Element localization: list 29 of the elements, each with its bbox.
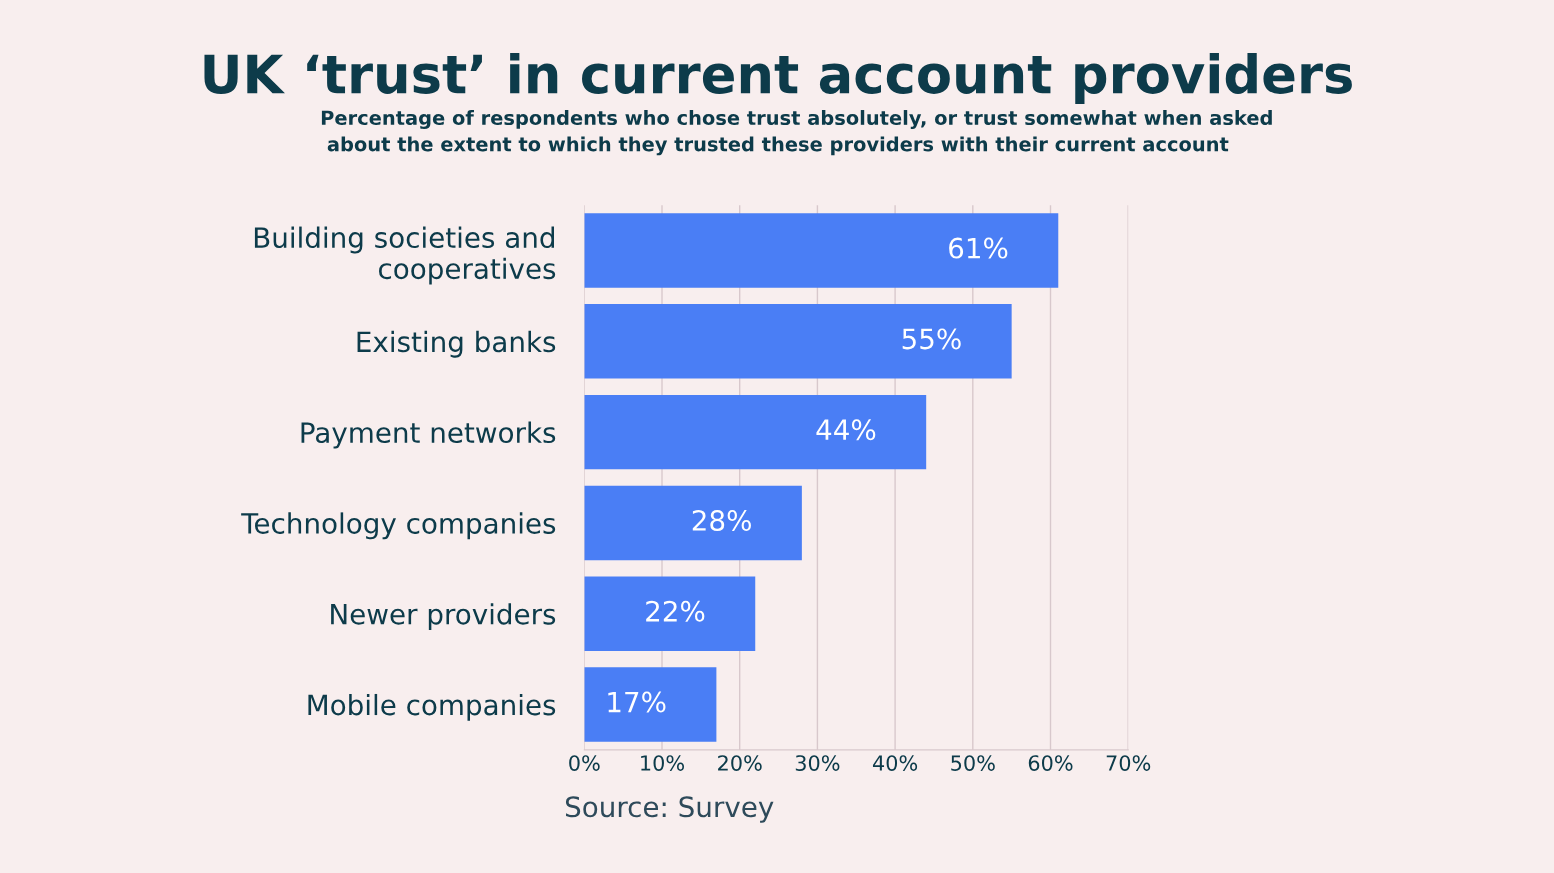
x-tick-label: 0% <box>569 755 600 771</box>
x-tick-label: 20% <box>718 755 762 771</box>
x-tick-label: 60% <box>1028 755 1073 771</box>
x-tick-label: 50% <box>951 755 995 771</box>
y-tick-label: Building societies and cooperatives <box>254 226 556 285</box>
y-tick-label: Newer providers <box>331 603 556 631</box>
data-label: 28% <box>692 509 751 531</box>
bar <box>584 213 1059 288</box>
data-label: 44% <box>816 419 876 441</box>
x-tick-label: 40% <box>872 755 918 771</box>
bar <box>584 394 927 470</box>
y-tick-label: Payment networks <box>301 421 556 449</box>
chart-subtitle: Percentage of respondents who chose trust absolutely, or trust somewhat when asked about the extent to which they trusted these providers with their current account <box>321 110 1272 156</box>
source-note: Source: Survey <box>565 796 774 823</box>
data-label: 22% <box>646 600 705 622</box>
x-tick-label: 30% <box>795 755 840 771</box>
bar <box>584 304 1012 379</box>
x-tick-label: 10% <box>641 755 685 771</box>
y-tick-label: Existing banks <box>357 330 556 358</box>
data-label: 55% <box>902 328 961 350</box>
x-tick-label: 70% <box>1106 755 1151 771</box>
bar <box>584 576 756 651</box>
chart-title: UK ‘trust’ in current account providers <box>204 53 1352 105</box>
data-label: 61% <box>949 237 1008 259</box>
data-label: 17% <box>608 691 666 713</box>
bar <box>584 485 802 561</box>
y-tick-label: Mobile companies <box>308 693 556 721</box>
bar <box>584 667 717 742</box>
y-tick-label: Technology companies <box>241 512 556 540</box>
